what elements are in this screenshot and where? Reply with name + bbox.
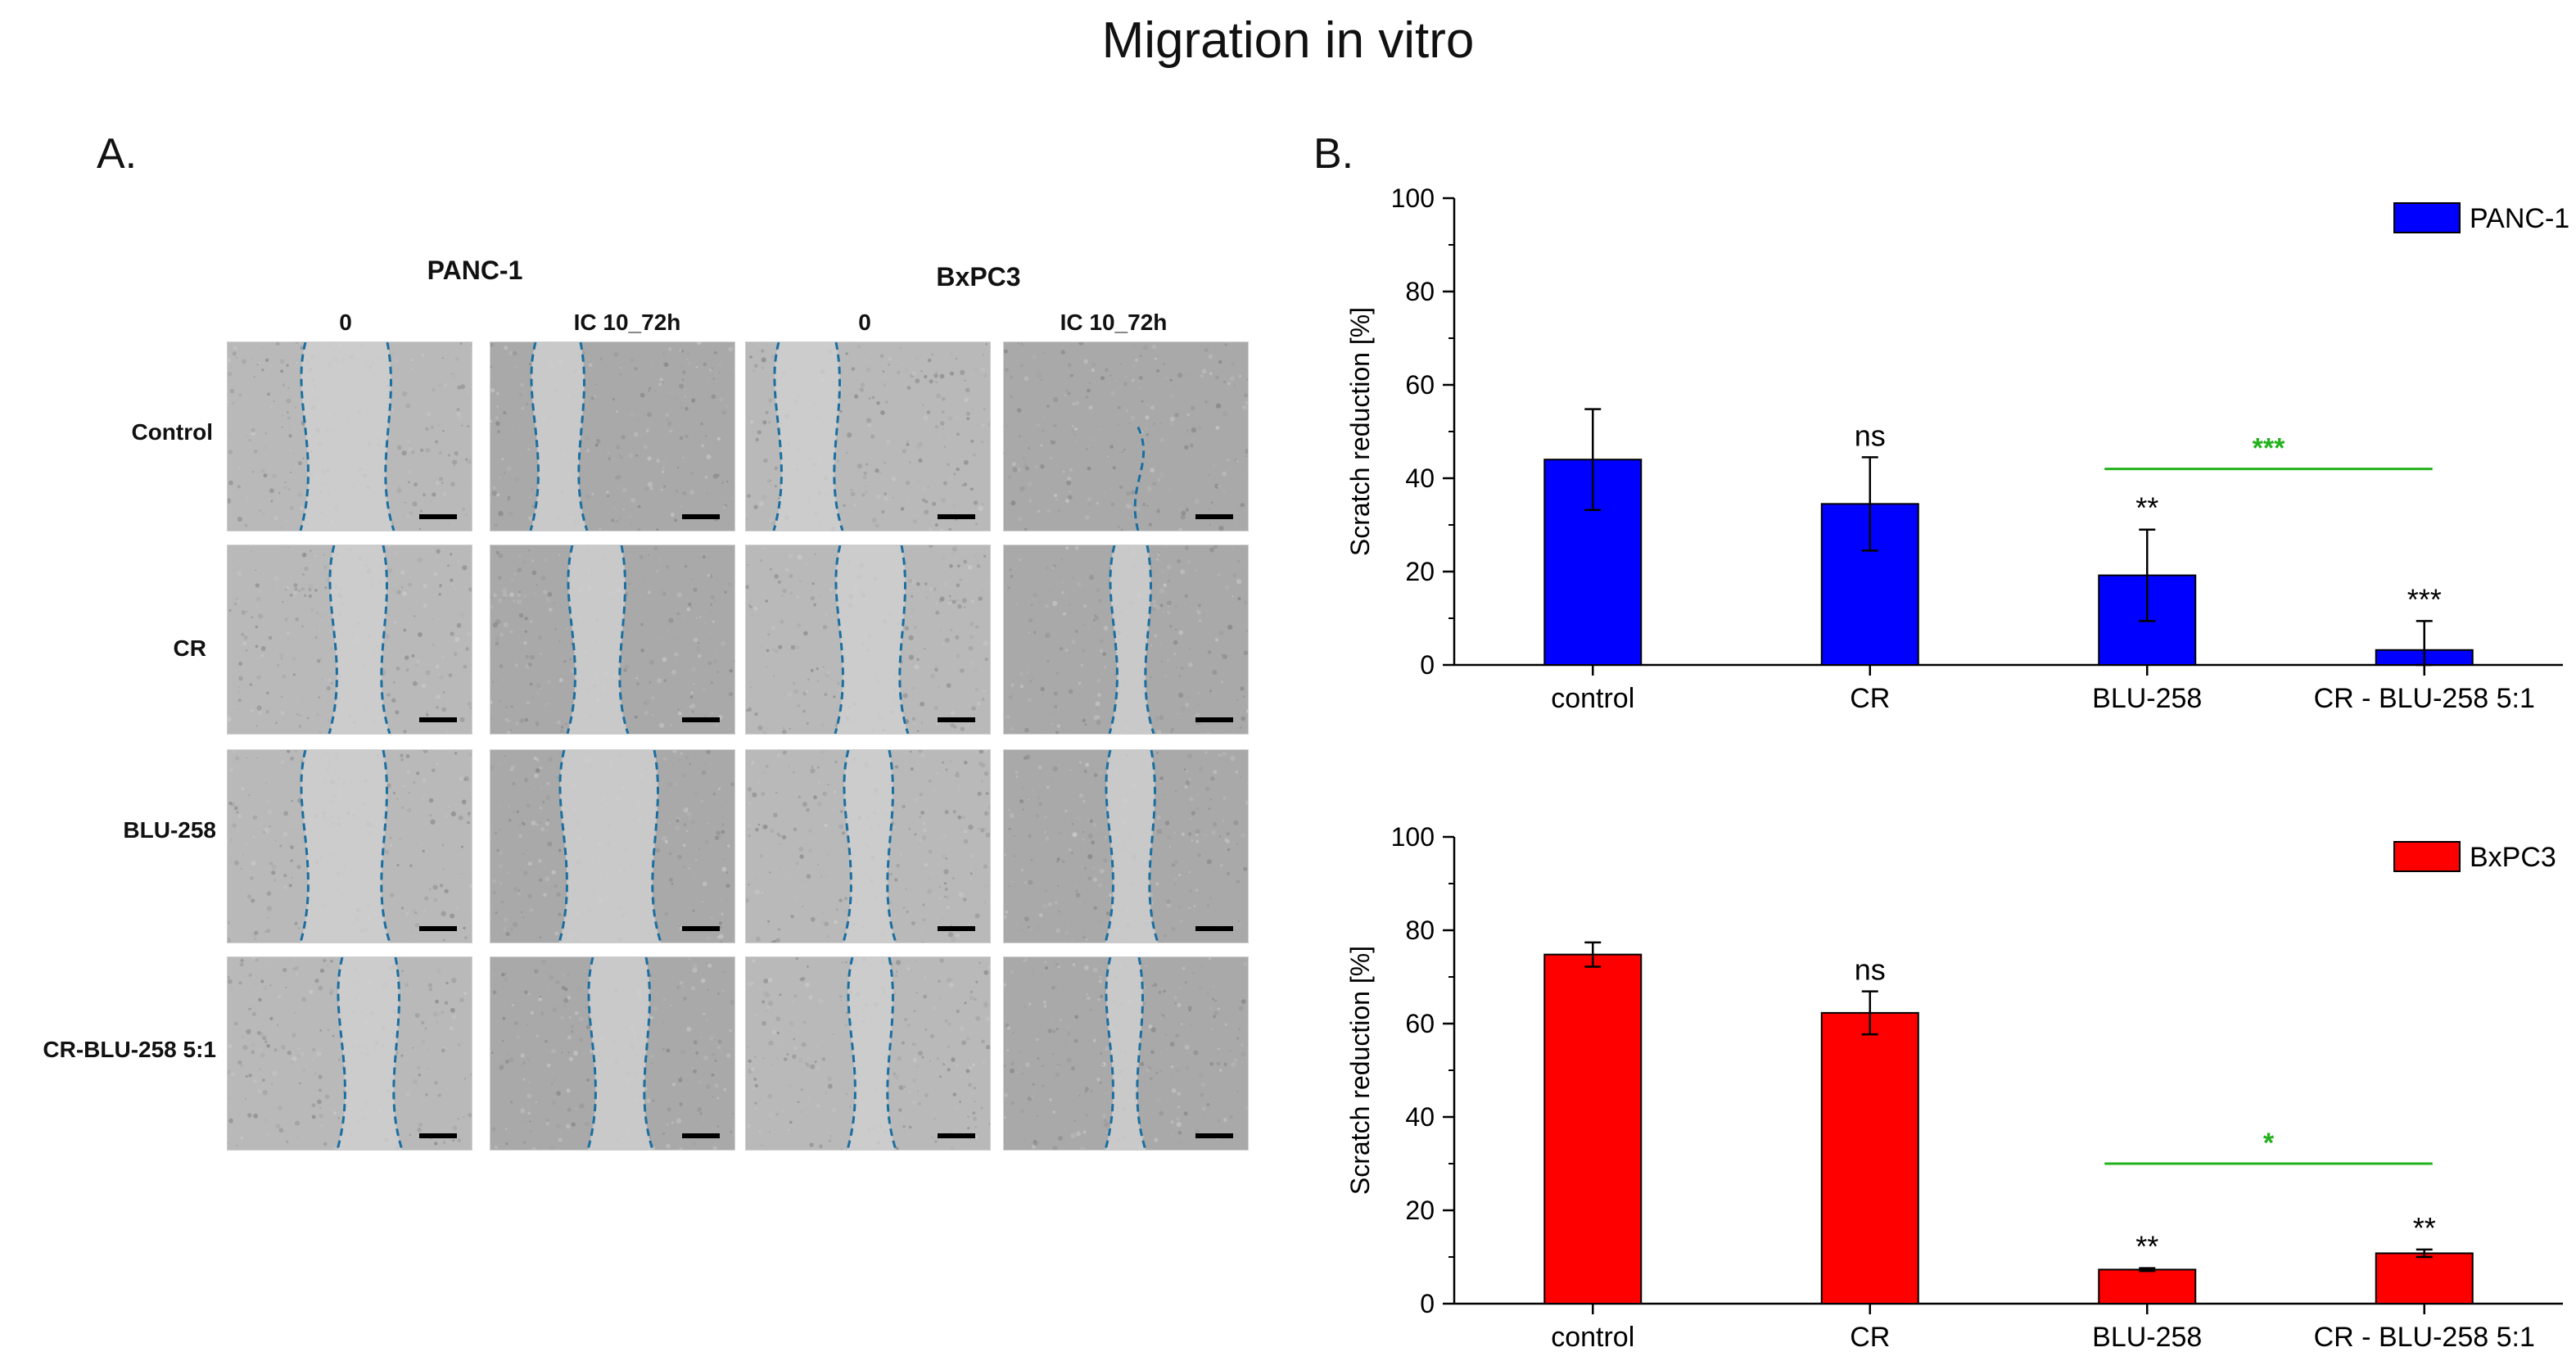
x-tick-label: CR - BLU-258 5:1 xyxy=(2314,1322,2535,1353)
y-axis-label: Scratch reduction [%] xyxy=(1345,946,1375,1195)
legend-swatch xyxy=(2393,841,2461,872)
micrograph-tile xyxy=(227,956,472,1151)
y-tick-label: 20 xyxy=(1405,1196,1435,1225)
x-tick-label: BLU-258 xyxy=(2092,1322,2202,1353)
row-label-blu258: BLU-258 xyxy=(123,817,216,843)
bar xyxy=(2098,1268,2197,1305)
x-tick-label: control xyxy=(1551,683,1634,714)
bar-chart-bxpc3: 0 20 40 60 80 100 Scratch reduction [%] control… xyxy=(1345,822,2563,1353)
timepoint-header: 0 xyxy=(339,310,352,335)
micrograph-tile xyxy=(490,545,735,735)
legend-swatch xyxy=(2393,202,2461,233)
legend-label: PANC-1 xyxy=(2470,203,2569,234)
micrograph-tile xyxy=(745,749,991,943)
cell-line-header-bxpc3: BxPC3 xyxy=(936,262,1021,292)
bar xyxy=(1543,953,1643,1304)
row-label-cr-blu258: CR-BLU-258 5:1 xyxy=(43,1037,216,1062)
micrograph-tile xyxy=(490,341,735,531)
significance-label: ns xyxy=(1855,418,1886,452)
micrograph-tile xyxy=(745,956,991,1151)
y-tick-label: 60 xyxy=(1405,1009,1435,1038)
figure-title: Migration in vitro xyxy=(1101,12,1475,69)
row-label-cr: CR xyxy=(173,635,206,661)
y-tick-label: 20 xyxy=(1405,557,1435,586)
y-tick-label: 100 xyxy=(1391,822,1435,852)
micrograph-tile xyxy=(490,956,735,1151)
x-tick-label: CR xyxy=(1850,683,1890,714)
micrograph-tile xyxy=(1003,341,1249,531)
significance-label: ** xyxy=(2135,1230,2158,1264)
bar-chart-panc1: 0 20 40 60 80 100 Scratch reduction [%] control… xyxy=(1345,183,2569,714)
y-tick-label: 40 xyxy=(1405,463,1435,493)
bar xyxy=(2375,1252,2474,1305)
y-tick-label: 0 xyxy=(1420,650,1435,680)
micrograph-tile xyxy=(227,749,472,943)
micrograph-tile xyxy=(227,545,472,735)
y-tick-label: 80 xyxy=(1405,277,1435,306)
significance-label: ** xyxy=(2135,491,2158,525)
y-tick-label: 0 xyxy=(1420,1289,1435,1318)
y-axis-label: Scratch reduction [%] xyxy=(1345,307,1375,556)
significance-label: *** xyxy=(2407,582,2442,616)
panel-a-label: A. xyxy=(97,130,138,178)
timepoint-header: 0 xyxy=(858,310,871,335)
significance-label: ** xyxy=(2413,1211,2436,1245)
comparison-significance: *** xyxy=(2253,433,2285,464)
x-tick-label: CR xyxy=(1850,1322,1890,1353)
micrograph-tile xyxy=(745,545,991,735)
bar xyxy=(1820,1011,1919,1304)
micrograph-tile xyxy=(1003,956,1249,1151)
y-tick-label: 40 xyxy=(1405,1102,1435,1132)
y-tick-label: 60 xyxy=(1405,370,1435,400)
legend-label: BxPC3 xyxy=(2470,842,2556,873)
micrograph-tile xyxy=(745,341,991,531)
panel-b-label: B. xyxy=(1313,130,1354,178)
micrograph-tile xyxy=(1003,749,1249,943)
timepoint-header: IC 10_72h xyxy=(573,310,681,335)
y-tick-label: 80 xyxy=(1405,916,1435,945)
timepoint-header: IC 10_72h xyxy=(1060,310,1168,335)
cell-line-header-panc1: PANC-1 xyxy=(427,255,523,285)
micrograph-tile xyxy=(490,749,735,943)
x-tick-label: control xyxy=(1551,1322,1634,1353)
y-tick-label: 100 xyxy=(1391,183,1435,213)
significance-label: ns xyxy=(1855,953,1886,987)
micrograph-tile xyxy=(1003,545,1249,735)
micrograph-tile xyxy=(227,341,472,531)
x-tick-label: BLU-258 xyxy=(2092,683,2202,714)
comparison-significance: * xyxy=(2263,1128,2275,1159)
row-label-control: Control xyxy=(131,419,213,445)
x-tick-label: CR - BLU-258 5:1 xyxy=(2314,683,2535,714)
